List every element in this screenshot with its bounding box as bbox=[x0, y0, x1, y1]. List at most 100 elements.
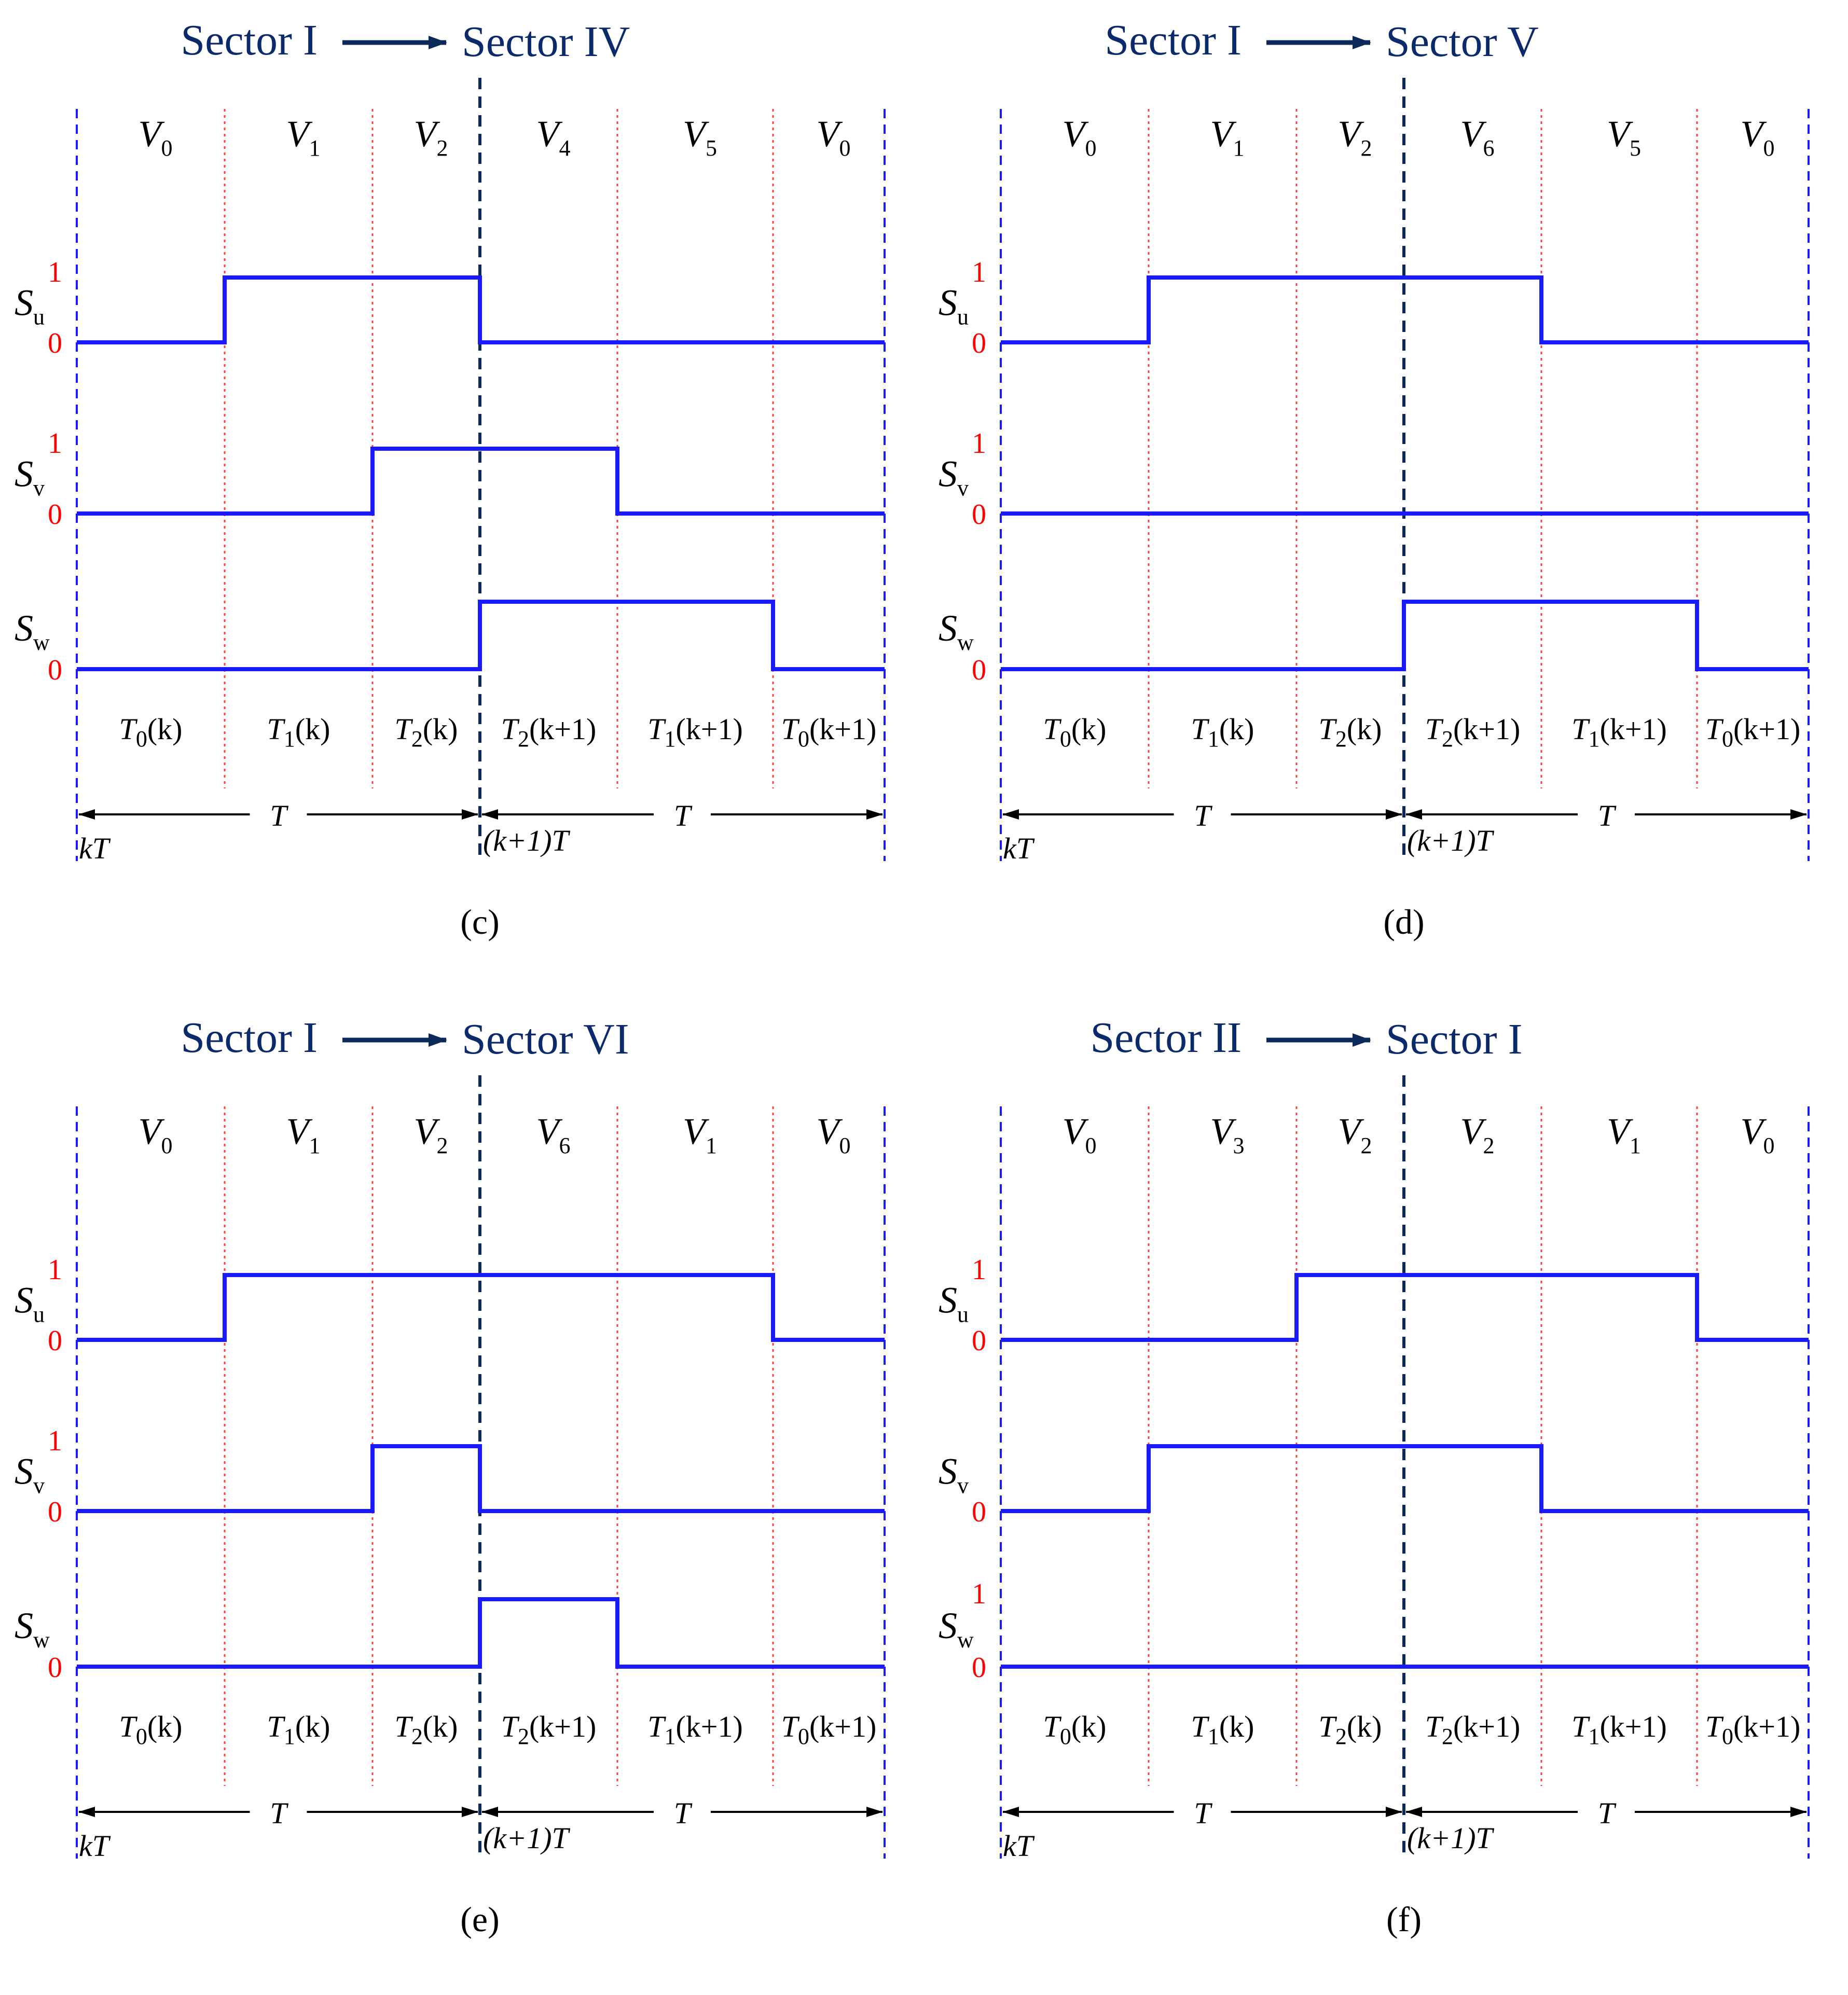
vector-subscript: 0 bbox=[1085, 135, 1096, 161]
vector-subscript: 0 bbox=[839, 135, 850, 161]
high-level-label: 1 bbox=[48, 427, 62, 460]
period-label: T bbox=[674, 1796, 693, 1830]
duration-label: T1(k) bbox=[267, 1710, 330, 1749]
vector-label: V1 bbox=[286, 1111, 321, 1158]
vector-symbol: V bbox=[286, 1111, 313, 1152]
vector-subscript: 0 bbox=[1763, 135, 1774, 161]
duration-subscript: 2 bbox=[1442, 726, 1453, 752]
vector-subscript: 5 bbox=[1630, 135, 1641, 161]
vector-symbol: V bbox=[414, 113, 440, 155]
low-level-label: 0 bbox=[48, 498, 62, 531]
duration-symbol: T bbox=[1319, 1710, 1337, 1743]
duration-argument: (k+1) bbox=[1453, 712, 1520, 746]
period-label: T bbox=[270, 799, 288, 833]
duration-subscript: 0 bbox=[798, 726, 809, 752]
panel-f-diagram: Sector II Sector IV0 V3 V2 V2 V1 V0Su10Sv0Sw10… bbox=[939, 1014, 1810, 1939]
duration-symbol: T bbox=[1191, 712, 1210, 746]
duration-label: T1(k+1) bbox=[647, 1710, 743, 1749]
signal-name: Sv bbox=[15, 1451, 45, 1499]
vector-label: V0 bbox=[139, 113, 173, 161]
high-level-label: 1 bbox=[48, 256, 62, 288]
duration-symbol: T bbox=[267, 712, 286, 746]
duration-subscript: 1 bbox=[1588, 726, 1599, 752]
signal-waveform bbox=[1001, 1444, 1809, 1513]
panel-c: Sector I Sector IV V0 V1 V2 V4 V5 V0 Su 1 0 Sv 1 0 Sw 0… bbox=[0, 0, 924, 998]
vector-symbol: V bbox=[1063, 1111, 1089, 1152]
vector-symbol: V bbox=[1741, 1111, 1767, 1152]
signal-subscript: u bbox=[33, 304, 45, 330]
vector-symbol: V bbox=[414, 1111, 440, 1152]
duration-label: T0(k+1) bbox=[1705, 1710, 1801, 1749]
duration-label: T2(k+1) bbox=[501, 1710, 597, 1749]
high-level-label: 1 bbox=[48, 1254, 62, 1286]
duration-argument: (k+1) bbox=[809, 1710, 876, 1743]
duration-subscript: 2 bbox=[411, 726, 423, 752]
low-level-label: 0 bbox=[48, 1496, 62, 1528]
header-to-sector: Sector V bbox=[1386, 18, 1539, 66]
duration-argument: (k) bbox=[295, 1710, 330, 1743]
duration-subscript: 0 bbox=[136, 1724, 147, 1749]
duration-subscript: 2 bbox=[1335, 1724, 1347, 1749]
header-from-sector: Sector I bbox=[1105, 16, 1242, 64]
vector-label: V2 bbox=[414, 1111, 448, 1158]
signal-symbol: S bbox=[939, 1605, 957, 1646]
signal-waveform bbox=[77, 600, 885, 671]
vector-label: V2 bbox=[1338, 113, 1372, 161]
vector-subscript: 1 bbox=[309, 135, 320, 161]
vector-label: V6 bbox=[536, 1111, 571, 1158]
vector-symbol: V bbox=[683, 1111, 709, 1152]
duration-argument: (k) bbox=[147, 1710, 183, 1743]
signal-symbol: S bbox=[15, 1451, 33, 1492]
vector-label: V4 bbox=[536, 113, 571, 161]
mid-time-label: (k+1)T bbox=[483, 824, 571, 857]
signal-waveform bbox=[77, 447, 885, 516]
panel-caption: (c) bbox=[460, 902, 499, 941]
duration-symbol: T bbox=[1043, 712, 1062, 746]
signal-name: Sv bbox=[939, 1451, 969, 1499]
vector-symbol: V bbox=[286, 113, 313, 155]
vector-label: V5 bbox=[683, 113, 717, 161]
signal-name: Su bbox=[15, 1280, 45, 1327]
vector-symbol: V bbox=[1460, 1111, 1487, 1152]
signal-name: Sw bbox=[15, 607, 50, 655]
duration-subscript: 2 bbox=[1335, 726, 1347, 752]
signal-waveform bbox=[1001, 275, 1809, 344]
vector-symbol: V bbox=[817, 113, 843, 155]
duration-argument: (k) bbox=[147, 712, 183, 746]
duration-symbol: T bbox=[267, 1710, 286, 1743]
low-level-label: 0 bbox=[48, 327, 62, 359]
signal-subscript: v bbox=[33, 476, 45, 501]
signal-symbol: S bbox=[939, 282, 957, 324]
signal-waveform bbox=[1001, 600, 1809, 671]
start-time-label: kT bbox=[1003, 1829, 1035, 1863]
vector-label: V0 bbox=[817, 1111, 851, 1158]
duration-subscript: 0 bbox=[1060, 726, 1071, 752]
duration-subscript: 2 bbox=[518, 726, 529, 752]
vector-subscript: 0 bbox=[161, 1133, 172, 1158]
mid-time-label: (k+1)T bbox=[1407, 824, 1495, 857]
duration-subscript: 1 bbox=[664, 1724, 675, 1749]
low-level-label: 0 bbox=[48, 1652, 62, 1684]
panel-caption: (d) bbox=[1383, 902, 1424, 941]
signal-symbol: S bbox=[15, 282, 33, 324]
duration-argument: (k) bbox=[1071, 1710, 1107, 1743]
duration-label: T2(k) bbox=[395, 1710, 458, 1749]
start-time-label: kT bbox=[1003, 832, 1035, 865]
signal-waveform bbox=[77, 1273, 885, 1342]
header-from-sector: Sector I bbox=[181, 1014, 318, 1062]
vector-subscript: 0 bbox=[839, 1133, 850, 1158]
start-time-label: kT bbox=[79, 1829, 111, 1863]
duration-symbol: T bbox=[1705, 712, 1724, 746]
vector-label: V6 bbox=[1460, 113, 1495, 161]
duration-subscript: 1 bbox=[1588, 1724, 1599, 1749]
signal-symbol: S bbox=[939, 607, 957, 649]
duration-subscript: 1 bbox=[284, 1724, 295, 1749]
header-to-sector: Sector I bbox=[1386, 1015, 1523, 1063]
duration-label: T0(k) bbox=[1043, 712, 1107, 752]
vector-symbol: V bbox=[817, 1111, 843, 1152]
duration-label: T0(k) bbox=[119, 1710, 183, 1749]
duration-symbol: T bbox=[1425, 1710, 1444, 1743]
duration-symbol: T bbox=[1425, 712, 1444, 746]
duration-subscript: 0 bbox=[136, 726, 147, 752]
vector-symbol: V bbox=[683, 113, 709, 155]
